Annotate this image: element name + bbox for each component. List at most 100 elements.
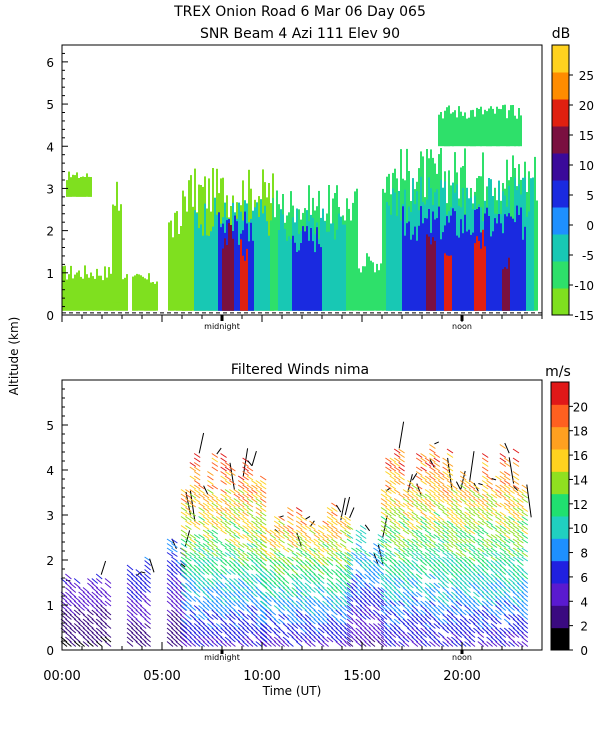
wind-vector [446, 529, 454, 535]
wind-vector [175, 609, 183, 616]
wind-vector [459, 609, 467, 616]
wind-vector [446, 556, 454, 562]
wind-vector [189, 623, 197, 629]
wind-vector [73, 605, 81, 611]
wind-vector [91, 578, 99, 584]
wind-vector [389, 591, 397, 598]
wind-vector [237, 632, 245, 638]
wind-vector [415, 636, 423, 643]
wind-vector [237, 569, 245, 575]
snr-cell [82, 278, 84, 311]
wind-vector [322, 560, 329, 566]
wind-vector [512, 529, 520, 535]
wind-vector [355, 605, 363, 611]
wind-vector [139, 627, 147, 634]
wind-vector [207, 587, 214, 593]
wind-vector [490, 552, 498, 557]
snr-cell [96, 268, 98, 311]
wind-vector [415, 466, 423, 472]
snr-cell [118, 210, 120, 303]
wind-vector [185, 578, 192, 584]
snr-cell [528, 211, 530, 311]
wind-vector [229, 520, 236, 526]
wind-vector [464, 573, 471, 580]
snr-cell [500, 109, 502, 147]
wind-vector [246, 623, 254, 629]
wind-vector [255, 498, 263, 503]
wind-colorbar-tick-label: 20 [573, 400, 588, 414]
wind-vector [246, 641, 254, 647]
wind-vector [368, 641, 376, 647]
wind-vector [402, 538, 410, 544]
wind-vector [393, 525, 401, 530]
wind-vector [295, 520, 303, 526]
wind-vector [455, 600, 463, 607]
wind-vector [144, 569, 151, 575]
wind-vector [211, 623, 219, 629]
wind-vector [373, 632, 380, 638]
wind-vector [411, 596, 419, 602]
wind-vector [486, 605, 493, 611]
wind-vector [437, 596, 445, 602]
wind-vector [415, 538, 423, 544]
wind-vector [295, 534, 303, 539]
wind-vector [473, 573, 480, 580]
wind-vector [207, 516, 214, 521]
wind-vector [385, 466, 392, 472]
wind-vector [385, 614, 392, 620]
wind-vector [477, 591, 485, 598]
wind-vector [237, 641, 245, 647]
wind-vector [517, 538, 524, 544]
wind-vector [246, 556, 254, 562]
wind-vector [380, 552, 388, 557]
wind-vector [385, 471, 392, 476]
wind-vector [166, 591, 174, 598]
wind-vector [91, 641, 99, 647]
wind-vector [433, 475, 441, 481]
wind-vector [229, 636, 236, 643]
wind-vector [69, 632, 77, 638]
wind-vector [335, 552, 343, 557]
wind-vector [259, 632, 267, 638]
wind-vector [317, 578, 325, 584]
wind-vector [237, 484, 245, 490]
wind-vector [495, 511, 502, 517]
wind-vector [433, 534, 441, 539]
wind-vector [424, 462, 432, 467]
wind-vector [233, 587, 241, 593]
wind-vector [229, 498, 236, 503]
wind-vector [477, 511, 485, 517]
wind-vector [73, 618, 81, 625]
wind-vector [215, 556, 223, 562]
wind-vector [521, 498, 529, 503]
wind-vector [385, 600, 392, 607]
wind-vector [521, 516, 529, 521]
wind-vector [486, 502, 493, 508]
wind-vector [429, 552, 436, 557]
wind-vector [385, 507, 392, 512]
wind-vector [180, 573, 188, 580]
wind-vector [179, 623, 187, 629]
wind-vector [78, 591, 85, 598]
wind-vector [193, 582, 201, 589]
wind-vector [82, 614, 90, 620]
wind-vector [291, 609, 299, 616]
wind-vector [411, 552, 419, 557]
wind-vector [468, 632, 476, 638]
wind-vector [273, 578, 281, 584]
wind-vector [499, 457, 507, 463]
wind-y-tick-label: 5 [46, 419, 54, 433]
wind-vector [420, 502, 427, 508]
wind-vector [265, 609, 272, 616]
wind-vector [278, 596, 285, 602]
wind-vector [508, 493, 515, 499]
wind-vector [389, 573, 397, 580]
wind-vector [459, 596, 467, 602]
wind-vector [468, 520, 476, 526]
wind-vector [175, 578, 183, 584]
wind-vector [503, 605, 511, 611]
wind-vector [313, 627, 321, 634]
wind-vector [459, 538, 467, 544]
snr-cell [238, 244, 240, 311]
